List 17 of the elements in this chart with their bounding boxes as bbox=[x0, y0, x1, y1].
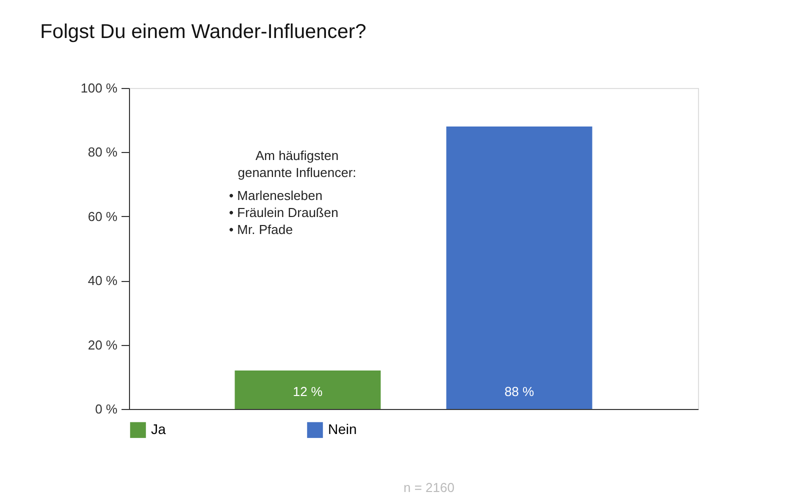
y-tick-label: 100 % bbox=[80, 80, 118, 96]
annotation: • Marlenesleben bbox=[229, 188, 322, 203]
legend-label: Nein bbox=[328, 421, 357, 438]
y-tick-label: 60 % bbox=[88, 208, 118, 224]
annotation: Am häufigsten bbox=[255, 148, 339, 163]
chart-title: Folgst Du einem Wander-Influencer? bbox=[40, 21, 366, 43]
data-label: 12 % bbox=[292, 384, 323, 399]
y-tick-label: 20 % bbox=[88, 337, 118, 352]
legend-label: Ja bbox=[151, 421, 166, 438]
data-label: 88 % bbox=[504, 384, 535, 399]
y-tick-label: 0 % bbox=[95, 402, 118, 416]
y-tick-label: 40 % bbox=[88, 273, 118, 288]
annotation: • Mr. Pfade bbox=[229, 222, 293, 237]
text: n = 2160 bbox=[404, 480, 454, 495]
annotation: genannte Influencer: bbox=[238, 165, 356, 180]
annotation: • Fräulein Draußen bbox=[229, 205, 338, 220]
y-tick-label: 80 % bbox=[88, 144, 118, 160]
